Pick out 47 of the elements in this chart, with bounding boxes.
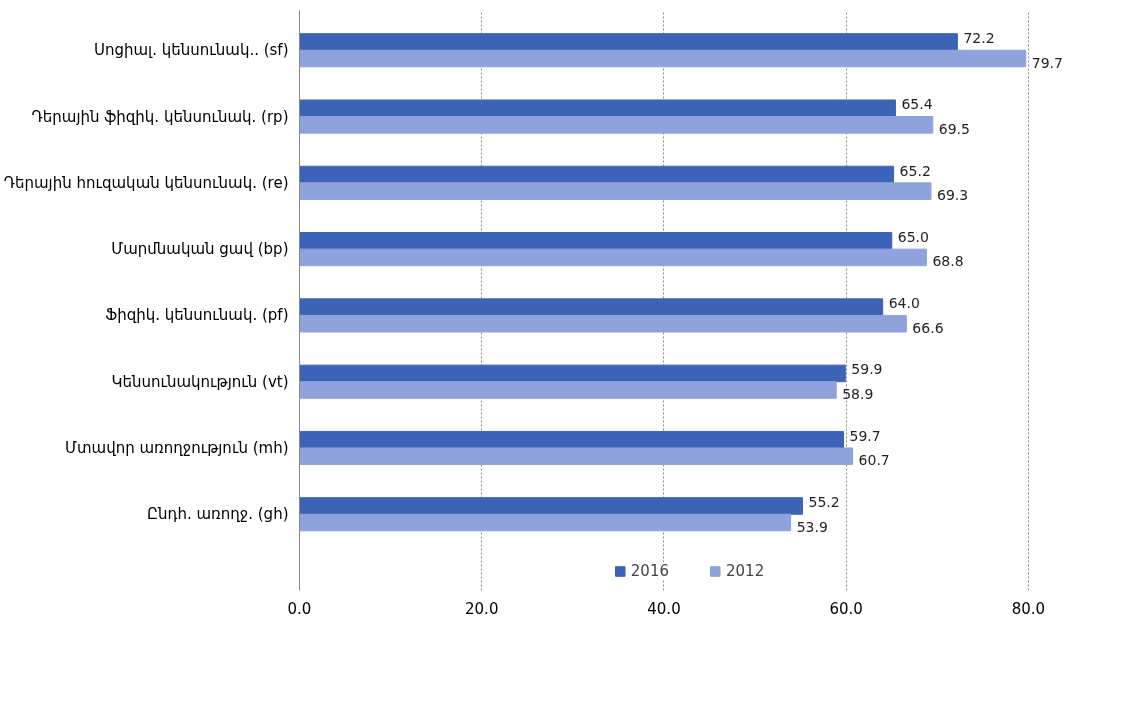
data-label: 55.2	[808, 493, 840, 510]
y-tick-label: Մարմնական ցավ (bp)	[111, 240, 289, 259]
y-tick-label: Ֆիզիկ. կենսունակ. (pf)	[105, 306, 289, 325]
data-label: 60.7	[858, 452, 890, 469]
data-label: 68.8	[932, 253, 964, 270]
bar	[299, 232, 893, 250]
bar	[299, 364, 846, 383]
bar	[299, 182, 932, 200]
bar	[299, 381, 837, 399]
bar	[299, 447, 854, 466]
x-tick-label: 0.0	[287, 599, 312, 618]
data-label: 79.7	[1031, 54, 1063, 71]
bar	[299, 430, 844, 449]
data-label: 65.4	[901, 96, 933, 113]
bar	[299, 99, 896, 118]
data-label: 69.3	[936, 187, 969, 204]
y-tick-label: Դերային ֆիզիկ. կենսունակ. (rp)	[31, 107, 289, 126]
data-label: 66.6	[912, 319, 944, 336]
bar	[299, 116, 934, 134]
bar	[299, 298, 884, 316]
x-tick-label: 80.0	[1011, 599, 1046, 618]
data-label: 69.5	[938, 120, 970, 137]
bar	[299, 248, 927, 267]
legend-label: 2012	[726, 562, 765, 580]
bar	[299, 314, 907, 333]
data-label: 65.0	[897, 228, 929, 245]
bar	[299, 165, 895, 184]
data-label: 72.2	[963, 29, 995, 46]
x-tick-label: 20.0	[465, 599, 499, 618]
bar	[299, 497, 803, 515]
data-label: 58.9	[842, 385, 874, 402]
y-tick-label: Մտավոր առողջություն (mh)	[65, 438, 289, 457]
x-tick-label: 60.0	[829, 599, 863, 618]
y-tick-label: Կենսունակություն (vt)	[111, 372, 289, 391]
y-tick-label: Սոցիալ. կենսունակ.. (sf)	[94, 41, 289, 60]
legend-label: 2016	[630, 562, 669, 580]
bar	[299, 513, 792, 532]
data-label: 53.9	[796, 518, 828, 535]
data-label: 59.9	[851, 361, 883, 378]
bar	[299, 33, 958, 51]
y-tick-label: Դերային հուզական կենսունակ. (re)	[3, 173, 289, 192]
data-label: 64.0	[888, 295, 920, 312]
y-tick-label: Ընդհ. առողջ. (gh)	[147, 505, 289, 524]
data-label: 65.2	[899, 162, 931, 179]
x-tick-label: 40.0	[647, 599, 681, 618]
bar	[299, 49, 1027, 68]
data-label: 59.7	[849, 427, 881, 444]
